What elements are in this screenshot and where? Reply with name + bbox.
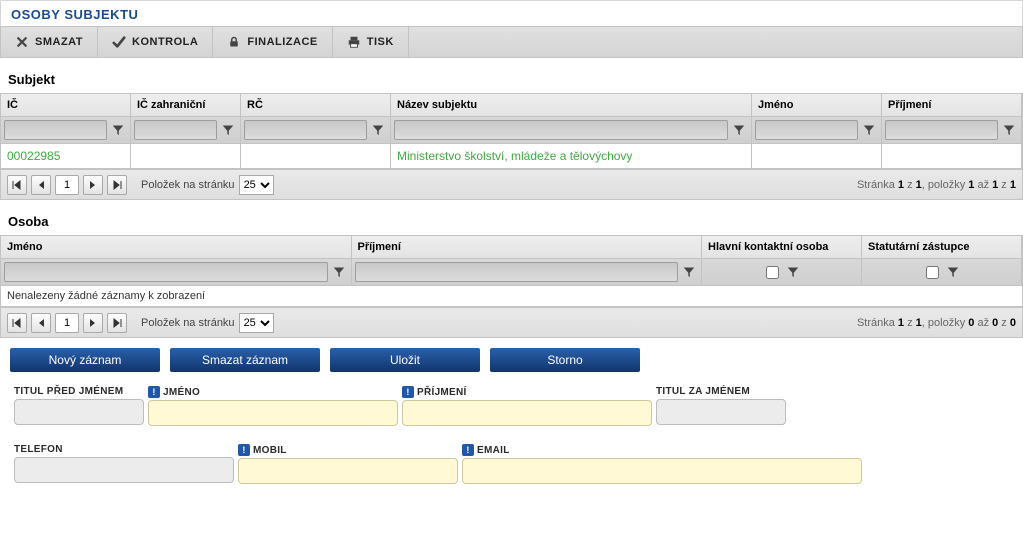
delete-record-button[interactable]: Smazat záznam <box>170 348 320 372</box>
filter-icon[interactable] <box>109 121 127 139</box>
page-input[interactable] <box>55 175 79 195</box>
col-prijmeni[interactable]: Příjmení <box>882 94 1022 117</box>
per-page-select[interactable]: 25 <box>239 313 274 333</box>
label-titul-za: TITUL ZA JMÉNEM <box>656 386 786 397</box>
filter-statutarni-checkbox[interactable] <box>926 266 939 279</box>
cancel-button[interactable]: Storno <box>490 348 640 372</box>
table-row[interactable]: 00022985 Ministerstvo školství, mládeže … <box>1 144 1022 169</box>
cross-icon <box>15 35 29 49</box>
filter-jmeno[interactable] <box>755 120 858 140</box>
prev-page-button[interactable] <box>31 175 51 195</box>
label-mobil: MOBIL <box>253 445 287 456</box>
label-titul-pred: TITUL PŘED JMÉNEM <box>14 386 144 397</box>
finalize-label: FINALIZACE <box>247 36 317 48</box>
col-rc[interactable]: RČ <box>241 94 391 117</box>
page-title: OSOBY SUBJEKTU <box>11 7 138 22</box>
filter-icon[interactable] <box>1000 121 1018 139</box>
form-action-row: Nový záznam Smazat záznam Uložit Storno <box>0 338 1023 376</box>
required-icon: ! <box>238 444 250 456</box>
per-page-select[interactable]: 25 <box>239 175 274 195</box>
col-ic-zahr[interactable]: IČ zahraniční <box>131 94 241 117</box>
pager-status: Stránka 1 z 1, položky 1 až 1 z 1 <box>857 179 1016 191</box>
new-record-button[interactable]: Nový záznam <box>10 348 160 372</box>
col-hlavni[interactable]: Hlavní kontaktní osoba <box>702 236 862 259</box>
col-jmeno[interactable]: Jméno <box>1 236 352 259</box>
delete-label: SMAZAT <box>35 36 83 48</box>
filter-prijmeni[interactable] <box>355 262 679 282</box>
cell-prijmeni <box>882 144 1022 169</box>
required-icon: ! <box>148 386 160 398</box>
col-ic[interactable]: IČ <box>1 94 131 117</box>
filter-ic[interactable] <box>4 120 107 140</box>
cell-rc <box>241 144 391 169</box>
cell-jmeno <box>752 144 882 169</box>
last-page-button[interactable] <box>107 175 127 195</box>
next-page-button[interactable] <box>83 313 103 333</box>
subjekt-heading: Subjekt <box>0 58 1023 93</box>
col-statutarni[interactable]: Statutární zástupce <box>862 236 1022 259</box>
label-jmeno: JMÉNO <box>163 387 200 398</box>
print-button[interactable]: TISK <box>333 27 409 57</box>
filter-hlavni-checkbox[interactable] <box>766 266 779 279</box>
input-mobil[interactable] <box>238 458 458 484</box>
first-page-button[interactable] <box>7 175 27 195</box>
col-jmeno[interactable]: Jméno <box>752 94 882 117</box>
last-page-button[interactable] <box>107 313 127 333</box>
delete-button[interactable]: SMAZAT <box>1 27 98 57</box>
no-records-text: Nenalezeny žádné záznamy k zobrazení <box>1 286 1022 307</box>
filter-icon[interactable] <box>730 121 748 139</box>
check-button[interactable]: KONTROLA <box>98 27 213 57</box>
finalize-button[interactable]: FINALIZACE <box>213 27 332 57</box>
required-icon: ! <box>462 444 474 456</box>
action-toolbar: SMAZAT KONTROLA FINALIZACE TISK <box>0 26 1023 58</box>
person-form: TITUL PŘED JMÉNEM !JMÉNO !PŘÍJMENÍ TITUL… <box>0 376 1023 506</box>
input-jmeno[interactable] <box>148 400 398 426</box>
prev-page-button[interactable] <box>31 313 51 333</box>
label-email: EMAIL <box>477 445 510 456</box>
cell-nazev: Ministerstvo školství, mládeže a tělovýc… <box>391 144 752 169</box>
cell-ic: 00022985 <box>1 144 131 169</box>
osoba-pager: Položek na stránku 25 Stránka 1 z 1, pol… <box>0 308 1023 338</box>
filter-icon[interactable] <box>369 121 387 139</box>
filter-icon[interactable] <box>219 121 237 139</box>
filter-rc[interactable] <box>244 120 367 140</box>
print-icon <box>347 35 361 49</box>
filter-ic-zahr[interactable] <box>134 120 217 140</box>
subjekt-pager: Položek na stránku 25 Stránka 1 z 1, pol… <box>0 170 1023 200</box>
filter-icon[interactable] <box>680 263 698 281</box>
filter-nazev[interactable] <box>394 120 728 140</box>
filter-jmeno[interactable] <box>4 262 328 282</box>
filter-prijmeni[interactable] <box>885 120 998 140</box>
page-input[interactable] <box>55 313 79 333</box>
per-page-label: Položek na stránku <box>141 179 235 191</box>
pager-status: Stránka 1 z 1, položky 0 až 0 z 0 <box>857 317 1016 329</box>
input-titul-za[interactable] <box>656 399 786 425</box>
label-prijmeni: PŘÍJMENÍ <box>417 387 467 398</box>
cell-ic-zahr <box>131 144 241 169</box>
first-page-button[interactable] <box>7 313 27 333</box>
check-label: KONTROLA <box>132 36 198 48</box>
lock-icon <box>227 35 241 49</box>
required-icon: ! <box>402 386 414 398</box>
input-titul-pred[interactable] <box>14 399 144 425</box>
input-telefon[interactable] <box>14 457 234 483</box>
filter-icon[interactable] <box>944 263 962 281</box>
subjekt-grid: IČ IČ zahraniční RČ Název subjektu Jméno… <box>0 93 1023 170</box>
input-email[interactable] <box>462 458 862 484</box>
input-prijmeni[interactable] <box>402 400 652 426</box>
label-telefon: TELEFON <box>14 444 234 455</box>
print-label: TISK <box>367 36 394 48</box>
filter-icon[interactable] <box>784 263 802 281</box>
save-button[interactable]: Uložit <box>330 348 480 372</box>
osoba-grid: Jméno Příjmení Hlavní kontaktní osoba St… <box>0 235 1023 308</box>
col-nazev[interactable]: Název subjektu <box>391 94 752 117</box>
col-prijmeni[interactable]: Příjmení <box>352 236 703 259</box>
osoba-heading: Osoba <box>0 200 1023 235</box>
filter-icon[interactable] <box>330 263 348 281</box>
next-page-button[interactable] <box>83 175 103 195</box>
filter-icon[interactable] <box>860 121 878 139</box>
check-icon <box>112 35 126 49</box>
per-page-label: Položek na stránku <box>141 317 235 329</box>
